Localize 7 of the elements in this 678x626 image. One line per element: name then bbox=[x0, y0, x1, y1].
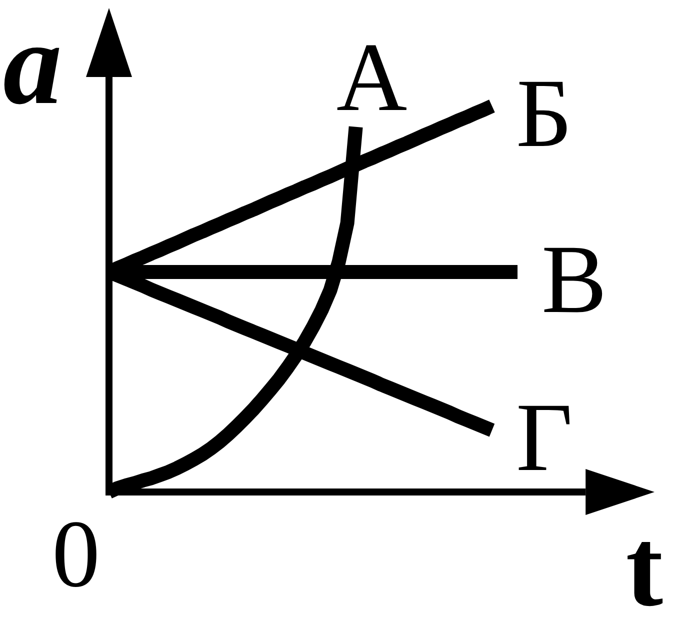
series-label: В bbox=[542, 226, 607, 334]
series-label: Б bbox=[516, 60, 572, 168]
text: 0 bbox=[52, 500, 100, 607]
x-axis-title: t bbox=[626, 506, 663, 626]
series-label: Г bbox=[516, 384, 573, 492]
y-axis-title: a bbox=[3, 0, 62, 129]
series-label: А bbox=[336, 24, 408, 132]
